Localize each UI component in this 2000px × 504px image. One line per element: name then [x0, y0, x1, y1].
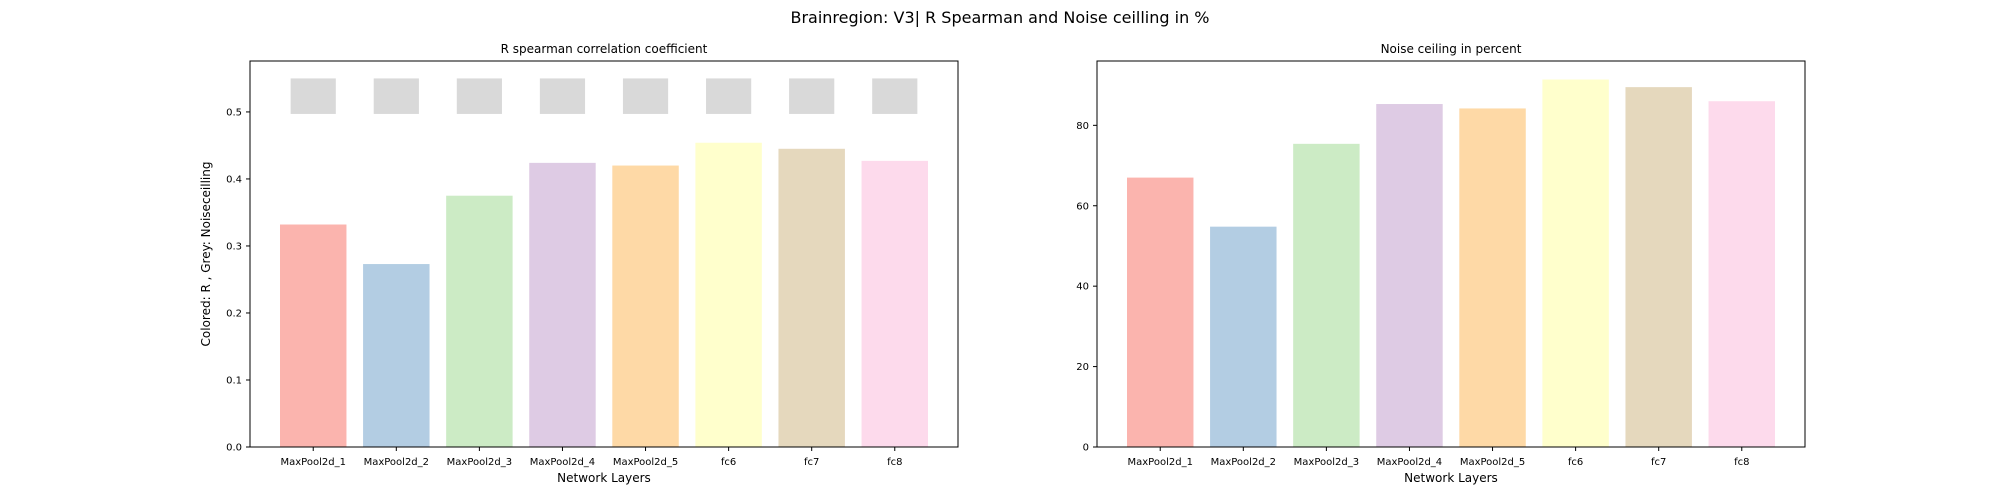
x-tick-label: MaxPool2d_2 [1211, 457, 1276, 468]
bar-maxpool2d-2 [363, 264, 430, 447]
y-tick-label: 60 [1076, 201, 1089, 212]
x-tick-label: MaxPool2d_3 [447, 457, 512, 468]
y-tick-label: 0.2 [226, 308, 242, 319]
y-axis-label: Colored: R , Grey: Noiseceilling [199, 162, 213, 347]
x-tick-label: MaxPool2d_4 [1377, 457, 1442, 468]
y-tick-label: 0.1 [226, 375, 242, 386]
chart-title: Noise ceiling in percent [1381, 42, 1522, 56]
plot-frame [1096, 60, 1806, 448]
noise-ceiling-box [456, 78, 502, 114]
bar-fc8 [1708, 101, 1775, 447]
noise-ceiling-box [290, 78, 336, 114]
noise-ceiling-box [622, 78, 669, 114]
x-tick-label: MaxPool2d_4 [530, 457, 595, 468]
bar-maxpool2d-1 [280, 224, 347, 447]
bar-maxpool2d-4 [529, 162, 596, 447]
bar-maxpool2d-3 [446, 195, 513, 447]
noise-ceiling-box [789, 78, 835, 114]
x-tick-label: fc6 [721, 457, 736, 468]
x-tick-label: fc7 [804, 457, 819, 468]
bar-fc6 [1542, 79, 1609, 447]
noise-ceiling-box [872, 78, 918, 114]
x-tick-label: MaxPool2d_5 [613, 457, 678, 468]
bar-fc6 [695, 142, 762, 447]
noise-ceiling-box [373, 78, 419, 114]
x-tick-label: fc6 [1568, 457, 1583, 468]
y-tick-label: 0.3 [226, 241, 242, 252]
y-tick-label: 0.4 [226, 174, 242, 185]
bar-maxpool2d-5 [612, 165, 679, 447]
x-tick-label: MaxPool2d_3 [1294, 457, 1359, 468]
x-tick-label: MaxPool2d_1 [281, 457, 346, 468]
figure-title: Brainregion: V3| R Spearman and Noise ce… [790, 8, 1209, 27]
noise-ceiling-box [539, 78, 586, 114]
x-tick-label: MaxPool2d_2 [364, 457, 429, 468]
y-tick-label: 0.5 [226, 107, 242, 118]
bar-fc7 [1625, 87, 1692, 448]
bar-fc8 [861, 160, 928, 447]
y-tick-label: 20 [1076, 362, 1089, 373]
bar-maxpool2d-4 [1376, 104, 1443, 447]
y-tick-label: 0 [1083, 443, 1089, 454]
x-tick-label: MaxPool2d_5 [1460, 457, 1525, 468]
x-tick-label: fc8 [887, 457, 902, 468]
x-axis-label: Network Layers [1404, 471, 1498, 485]
x-tick-label: fc7 [1651, 457, 1666, 468]
bar-maxpool2d-5 [1459, 108, 1526, 447]
y-tick-label: 80 [1076, 121, 1089, 132]
y-tick-label: 40 [1076, 282, 1089, 293]
chart-noise-ceiling: 0 20 40 60 80 MaxPool2d_1 MaxPool2d_2 MaxPool2d… [1076, 42, 1806, 485]
y-tick-label: 0.0 [226, 443, 242, 454]
plot-frame [249, 60, 959, 448]
x-tick-label: fc8 [1734, 457, 1749, 468]
x-axis-label: Network Layers [557, 471, 651, 485]
chart-r-spearman: 0.0 0.1 0.2 0.3 0.4 0.5 MaxPool2d_1 MaxPool2d_2… [199, 42, 959, 485]
bar-maxpool2d-3 [1293, 143, 1360, 447]
chart-title: R spearman correlation coefficient [501, 42, 708, 56]
noise-ceiling-box [706, 78, 752, 114]
x-tick-label: MaxPool2d_1 [1128, 457, 1193, 468]
bar-maxpool2d-1 [1127, 177, 1194, 447]
bar-fc7 [778, 148, 845, 447]
bar-maxpool2d-2 [1210, 226, 1277, 447]
